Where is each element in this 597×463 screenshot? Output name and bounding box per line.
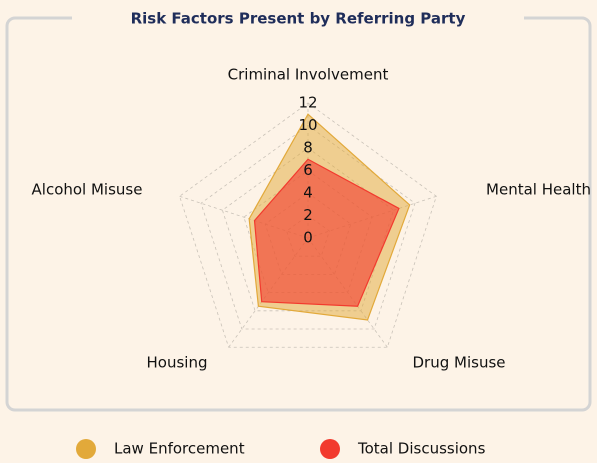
r-tick-label: 0 [303,229,313,247]
axis-label: Housing [147,354,208,372]
r-tick-label: 12 [298,94,317,112]
title-backdrop [72,6,524,32]
legend-swatch [320,439,340,459]
r-tick-label: 2 [303,206,313,224]
grid-ring [179,102,437,348]
labels: 0 2 4 6 8 10 12 Criminal Involvement Mental Heal… [32,66,591,372]
grid-ring [200,125,416,330]
r-tick-label: 10 [298,116,317,134]
axis-label: Criminal Involvement [228,66,389,84]
areas [248,113,411,321]
legend-swatch [76,439,96,459]
legend-label: Law Enforcement [114,440,245,458]
legend-label: Total Discussions [357,440,486,458]
axis-label: Mental Health [486,181,591,199]
r-tick-label: 6 [303,161,313,179]
axis-label: Alcohol Misuse [32,181,143,199]
r-tick-label: 4 [303,184,313,202]
spoke [179,195,309,239]
r-tick-label: 8 [303,139,313,157]
axis-label: Drug Misuse [413,354,506,372]
legend: Law Enforcement Total Discussions [76,439,486,459]
chart-title: Risk Factors Present by Referring Party [131,10,466,28]
series-area [253,158,400,307]
